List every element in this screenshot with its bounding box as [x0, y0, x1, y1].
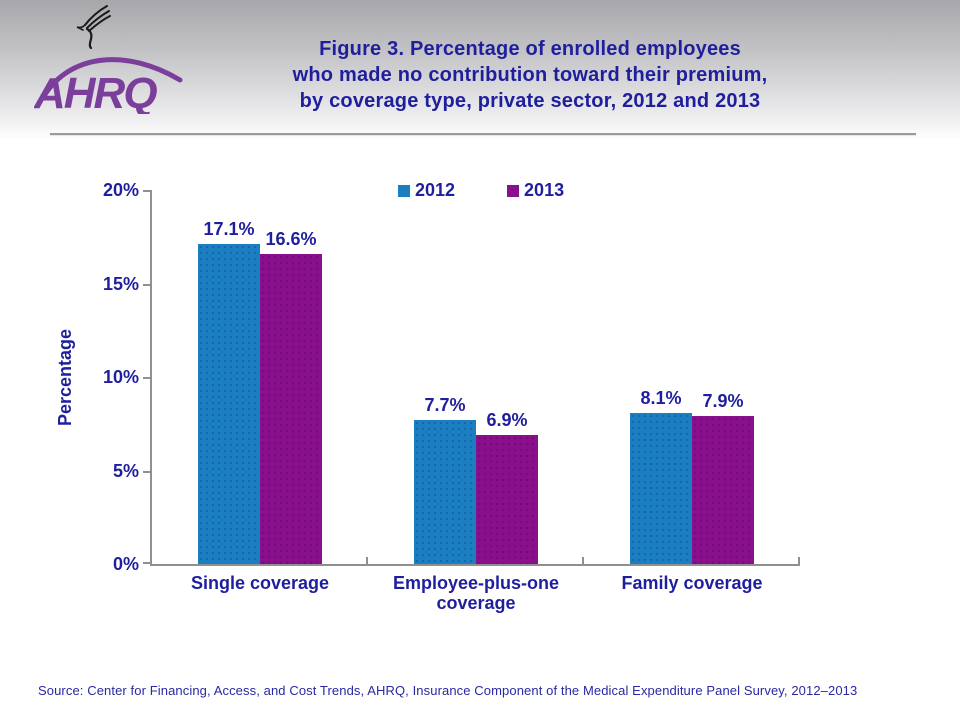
- source-text: Source: Center for Financing, Access, an…: [38, 683, 858, 698]
- y-tick-mark-15%: [143, 283, 152, 286]
- y-tick-mark-5%: [143, 470, 152, 473]
- y-tick-mark-0%: [143, 562, 152, 564]
- x-tick-mark-2: [582, 557, 584, 564]
- y-tick-label-20%: 20%: [102, 180, 139, 200]
- category-label-single-coverage: Single coverage: [190, 573, 330, 593]
- bar-2012-single-coverage: [198, 244, 260, 564]
- value-label-2013-employee-plus-one-coverage: 6.9%: [486, 410, 528, 430]
- y-tick-mark-20%: [143, 190, 152, 192]
- value-label-2012-single-coverage: 17.1%: [203, 219, 255, 239]
- chart-legend: 2012 2013: [398, 180, 564, 201]
- category-label-family-coverage: Family coverage: [621, 573, 763, 593]
- bar-2013-family-coverage: [692, 416, 754, 564]
- legend-item-2012: 2012: [398, 180, 455, 201]
- legend-label-2013: 2013: [524, 180, 565, 200]
- ahrq-logo-arc: [41, 57, 183, 99]
- y-tick-label-5%: 5%: [112, 460, 139, 481]
- y-tick-label-10%: 10%: [102, 367, 139, 387]
- value-label-2013-single-coverage: 16.6%: [265, 229, 317, 249]
- legend-item-2013: 2013: [507, 180, 564, 201]
- y-axis-title: Percentage: [46, 190, 86, 564]
- figure-title-line-2: who made no contribution toward their pr…: [292, 64, 768, 86]
- y-tick-label-15%: 15%: [102, 273, 139, 294]
- bar-2012-family-coverage: [630, 413, 692, 564]
- bar-2013-single-coverage: [260, 254, 322, 564]
- hhs-eagle-icon: [76, 5, 111, 49]
- figure-title: Figure 3. Percentage of enrolled employe…: [230, 36, 830, 114]
- legend-swatch-2013: [507, 184, 520, 197]
- plot-area: 0% 5% 10% 15% 20% 17.1% 16.6% Single coverage 7.…: [103, 180, 800, 613]
- figure-title-line-3: by coverage type, private sector, 2012 a…: [299, 90, 761, 112]
- x-tick-mark-3: [798, 557, 800, 564]
- y-tick-label-0%: 0%: [112, 554, 139, 574]
- bar-2013-employee-plus-one-coverage: [476, 435, 538, 564]
- x-tick-mark-1: [366, 557, 368, 564]
- ahrq-logo: AHRQ: [34, 57, 183, 114]
- ahrq-logo-text: AHRQ: [34, 69, 157, 114]
- bar-2012-employee-plus-one-coverage: [414, 420, 476, 564]
- y-tick-mark-10%: [143, 377, 152, 379]
- legend-label-2012: 2012: [415, 180, 456, 200]
- value-label-2012-family-coverage: 8.1%: [640, 388, 682, 408]
- category-label-employee-plus-one-coverage: Employee-plus-one coverage: [392, 573, 560, 613]
- header-divider: [50, 133, 916, 135]
- legend-swatch-2012: [398, 184, 410, 197]
- figure-title-line-1: Figure 3. Percentage of enrolled employe…: [319, 38, 741, 60]
- y-axis-title-text: Percentage: [55, 328, 76, 426]
- value-label-2013-family-coverage: 7.9%: [702, 391, 744, 411]
- value-label-2012-employee-plus-one-coverage: 7.7%: [424, 395, 466, 415]
- header: AHRQ Figure 3. Percentage of enrolled em…: [0, 0, 960, 140]
